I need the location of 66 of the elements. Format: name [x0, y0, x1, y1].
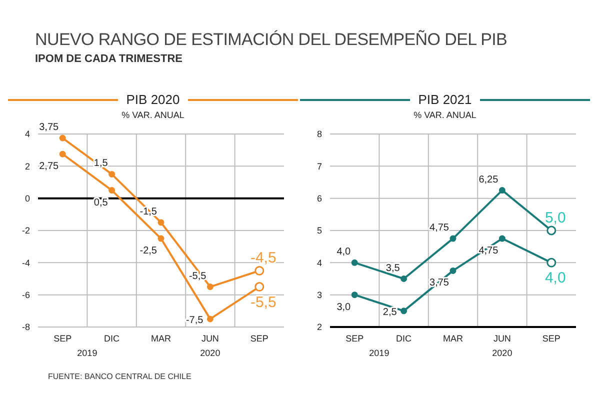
- data-label: 2,5: [382, 306, 398, 318]
- x-tick-label: SEP: [542, 333, 560, 344]
- y-tick-label: 6: [316, 194, 322, 204]
- data-label: 3,5: [386, 262, 400, 274]
- point: [351, 292, 358, 298]
- y-tick-label: 7: [316, 161, 322, 172]
- point: [158, 219, 164, 226]
- point: [158, 235, 164, 242]
- data-label: 3,0: [336, 302, 352, 313]
- text: IPOM DE CADA TRIMESTRE: [35, 53, 182, 65]
- data-label: -4,5: [250, 250, 276, 267]
- data-label: 6,25: [478, 174, 499, 186]
- y-tick-label: 4: [24, 129, 30, 140]
- y-tick-label: 2: [316, 322, 322, 332]
- text: 2019: [76, 348, 98, 358]
- y-tick-label: 0: [24, 194, 30, 204]
- data-label: -7,5: [186, 314, 204, 326]
- point: [351, 259, 358, 266]
- point: [450, 267, 456, 274]
- text: 2019: [368, 348, 390, 358]
- point: [206, 316, 214, 322]
- x-tick-label: DIC: [396, 333, 412, 344]
- x-tick-label: JUN: [493, 333, 511, 344]
- source-note: FUENTE: BANCO CENTRAL DE CHILE: [48, 372, 192, 381]
- y-tick-label: -6: [22, 290, 30, 300]
- y-tick-label: 3: [316, 290, 322, 300]
- point: [59, 150, 66, 158]
- data-label: 4,75: [430, 222, 450, 234]
- y-tick-label: 8: [316, 129, 322, 140]
- point: [59, 134, 66, 142]
- data-label: -2,5: [140, 246, 158, 257]
- point: [400, 276, 408, 282]
- text: NUEVO RANGO DE ESTIMACIÓN DEL DESEMPEÑO DEL PIB: [35, 30, 508, 50]
- x-tick-label: JUN: [201, 333, 219, 344]
- y-tick-label: -2: [22, 226, 30, 236]
- chart-title: PIB 2021: [418, 92, 472, 107]
- x-tick-label: MAR: [443, 333, 464, 344]
- point: [206, 284, 214, 290]
- x-tick-label: SEP: [250, 333, 268, 344]
- x-tick-label: SEP: [346, 333, 364, 344]
- y-tick-label: 4: [316, 258, 322, 268]
- data-label: -5,5: [250, 294, 276, 311]
- point: [450, 235, 456, 242]
- x-tick-label: MAR: [151, 333, 172, 344]
- data-label: 2,75: [39, 161, 60, 172]
- point: [498, 187, 506, 194]
- chart-subtitle: % VAR. ANUAL: [120, 110, 186, 120]
- x-tick-label: DIC: [104, 333, 120, 344]
- data-label: 4,0: [544, 270, 566, 287]
- x-tick-label: SEP: [54, 333, 72, 344]
- data-label: 5,0: [544, 210, 566, 226]
- text: 2020: [491, 348, 514, 358]
- y-tick-label: -4: [22, 258, 30, 268]
- point: [400, 308, 408, 314]
- y-tick-label: 2: [24, 161, 30, 172]
- point: [498, 235, 506, 242]
- point: [108, 187, 116, 194]
- point: [108, 170, 116, 178]
- y-tick-label: -8: [22, 322, 30, 332]
- data-label: 4,0: [336, 246, 352, 258]
- chart-subtitle: % VAR. ANUAL: [412, 110, 478, 120]
- text: 2020: [199, 348, 222, 358]
- data-label: 0,5: [94, 197, 108, 208]
- data-label: 3,75: [39, 122, 60, 134]
- y-tick-label: 5: [316, 226, 322, 236]
- chart-title: PIB 2020: [126, 92, 180, 107]
